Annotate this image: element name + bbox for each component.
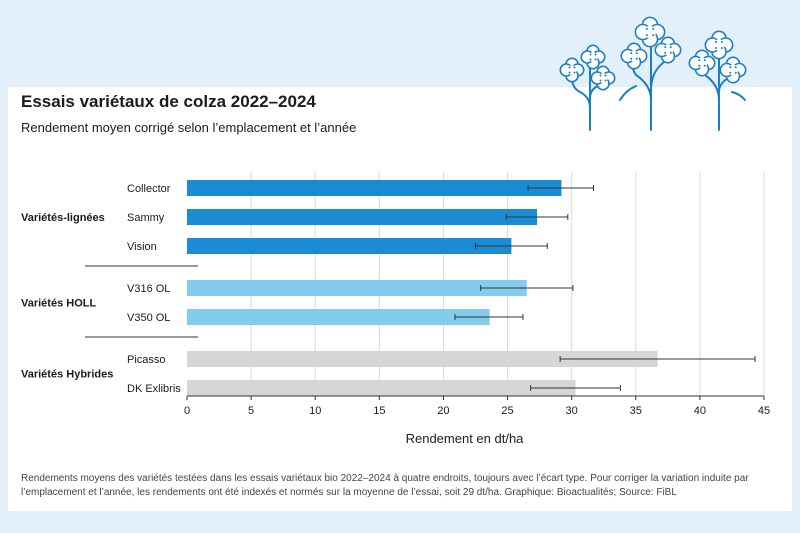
x-tick-label: 45	[758, 405, 770, 417]
group-label: Variétés-lignées	[21, 212, 105, 224]
bar	[187, 238, 512, 254]
x-tick-label: 15	[373, 405, 385, 417]
x-axis-label: Rendement en dt/ha	[406, 431, 525, 446]
bar	[187, 280, 527, 296]
footnote: Rendements moyens des variétés testées d…	[21, 473, 749, 498]
x-tick-label: 30	[566, 405, 578, 417]
bar-group: Vision	[127, 238, 548, 254]
bar-label: V316 OL	[127, 283, 170, 295]
x-tick-label: 5	[248, 405, 254, 417]
flower-icon	[620, 42, 648, 70]
flower-icon	[634, 16, 666, 48]
bar	[187, 351, 658, 367]
flower-icon	[590, 65, 616, 91]
bar-label: Picasso	[127, 354, 166, 366]
bar	[187, 180, 562, 196]
bar-group: DK Exlibris	[127, 380, 621, 396]
flower-icon	[654, 36, 682, 64]
x-tick-label: 35	[630, 405, 642, 417]
bar-label: Sammy	[127, 212, 165, 224]
bar-group: Collector	[127, 180, 594, 196]
x-tick-label: 40	[694, 405, 706, 417]
bar-label: V350 OL	[127, 312, 170, 324]
bar-group: V350 OL	[127, 309, 524, 325]
stem	[571, 77, 591, 109]
flower-icon	[704, 30, 734, 60]
bar	[187, 380, 576, 396]
chart-subtitle: Rendement moyen corrigé selon l’emplacem…	[21, 120, 357, 135]
stem	[731, 91, 746, 101]
flower-icon	[580, 44, 606, 70]
bar-label: Collector	[127, 183, 171, 195]
bar-label: DK Exlibris	[127, 383, 181, 395]
bar-group: Sammy	[127, 209, 569, 225]
x-tick-label: 20	[437, 405, 449, 417]
flower-icon	[559, 57, 585, 83]
chart-card	[8, 87, 792, 511]
bar-label: Vision	[127, 241, 157, 253]
x-tick-label: 10	[309, 405, 321, 417]
bar	[187, 209, 538, 225]
flower-icon	[719, 56, 747, 84]
bar	[187, 309, 490, 325]
group-label: Variétés Hybrides	[21, 369, 113, 381]
bar-group: Picasso	[127, 351, 756, 367]
group-label: Variétés HOLL	[21, 298, 96, 310]
chart-title: Essais variétaux de colza 2022–2024	[21, 92, 316, 111]
bar-group: V316 OL	[127, 280, 574, 296]
flower-icon	[688, 49, 716, 77]
x-tick-label: 0	[184, 405, 190, 417]
stem	[619, 85, 637, 101]
x-tick-label: 25	[501, 405, 513, 417]
